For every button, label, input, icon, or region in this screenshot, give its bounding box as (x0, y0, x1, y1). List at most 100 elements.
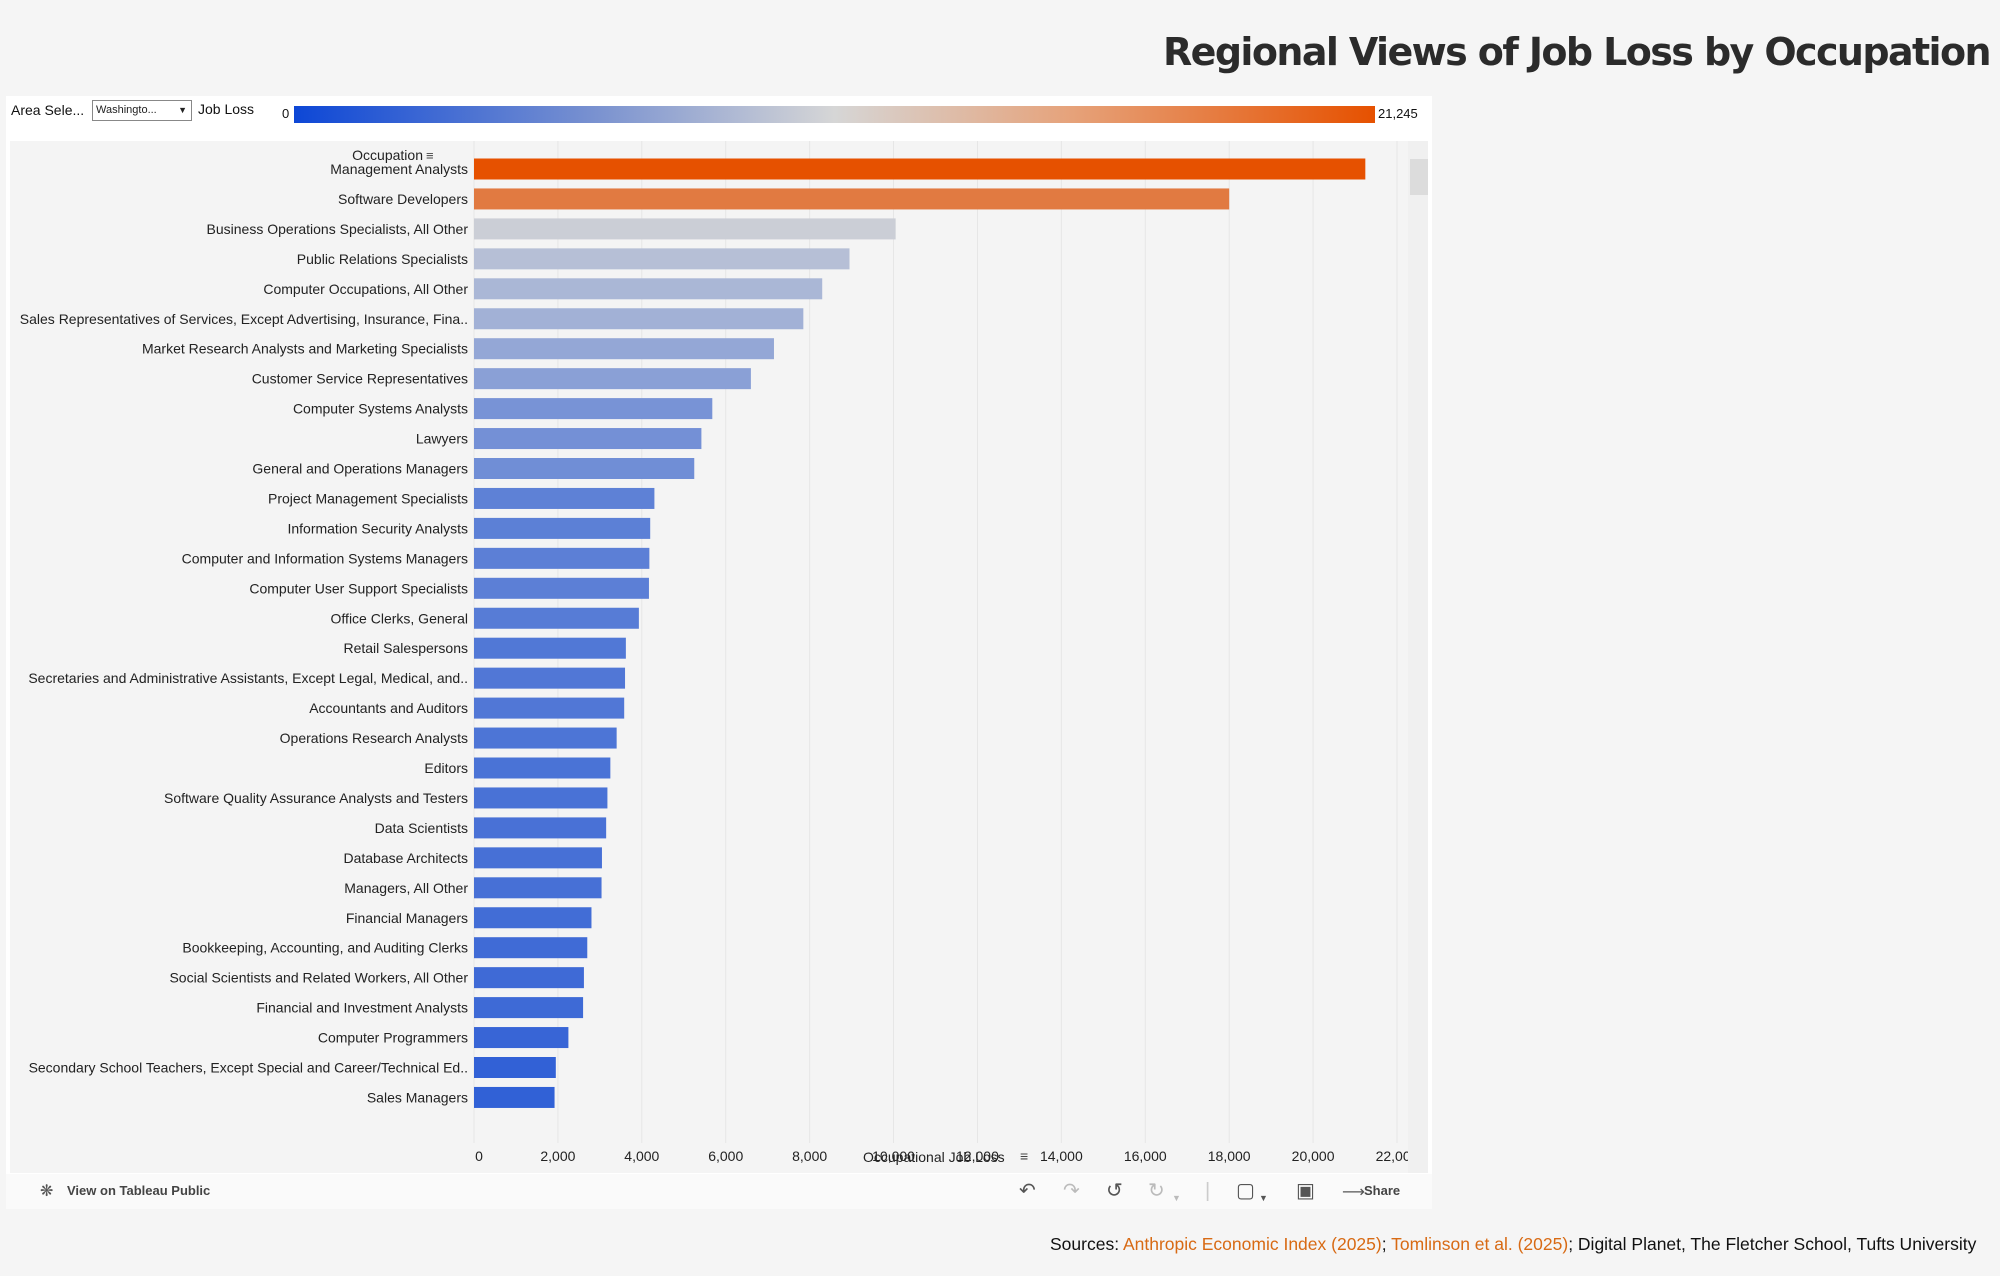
category-label: Financial and Investment Analysts (256, 1000, 468, 1016)
category-label: General and Operations Managers (252, 461, 468, 477)
bar (474, 547, 650, 569)
bar (474, 278, 823, 300)
category-label: Public Relations Specialists (297, 251, 468, 267)
bar (474, 218, 896, 240)
x-tick-label: 10,000 (872, 1148, 915, 1164)
x-tick-label: 4,000 (624, 1148, 659, 1164)
bar (474, 158, 1366, 180)
fullscreen-icon[interactable]: ▣ (1296, 1180, 1315, 1202)
category-label: Software Developers (338, 191, 468, 207)
bar (474, 817, 607, 839)
category-label: Operations Research Analysts (280, 730, 468, 746)
bar (474, 248, 850, 270)
category-label: Office Clerks, General (331, 610, 468, 626)
source-link-anthropic[interactable]: Anthropic Economic Index (2025) (1122, 1234, 1382, 1254)
sources-suffix: ; Digital Planet, The Fletcher School, T… (1568, 1234, 1977, 1254)
bar (474, 1027, 569, 1049)
bar (474, 428, 702, 450)
category-label: Sales Managers (367, 1089, 468, 1105)
category-label: Management Analysts (330, 161, 468, 177)
x-tick-label: 16,000 (1124, 1148, 1167, 1164)
undo-icon[interactable]: ↶ (1019, 1180, 1036, 1202)
area-filter-label: Area Sele... (11, 102, 85, 118)
page-title: Regional Views of Job Loss by Occupation (1163, 30, 1992, 74)
bar (474, 487, 655, 509)
category-label: Secretaries and Administrative Assistant… (28, 670, 468, 686)
bar (474, 368, 751, 390)
divider: | (1205, 1180, 1211, 1202)
category-label: Software Quality Assurance Analysts and … (164, 790, 468, 806)
sort-icon[interactable]: ≡ (1020, 1148, 1029, 1164)
bar (474, 1086, 555, 1108)
category-label: Sales Representatives of Services, Excep… (20, 311, 468, 327)
category-label: Financial Managers (346, 910, 468, 926)
view-on-tableau-link[interactable]: View on Tableau Public (67, 1183, 211, 1198)
x-tick-label: 22,000 (1376, 1148, 1410, 1164)
legend-max: 21,245 (1378, 106, 1418, 121)
share-icon[interactable]: ⟶ (1342, 1184, 1365, 1201)
category-label: Computer Systems Analysts (293, 401, 468, 417)
bar (474, 907, 592, 929)
area-select-value: Washingto... (96, 104, 157, 116)
bar (474, 997, 584, 1019)
area-select-dropdown[interactable]: Washingto... ▼ (92, 100, 192, 121)
legend-min: 0 (282, 106, 290, 121)
sort-icon: ≡ (426, 148, 434, 163)
chart-area: Occupation ≡ Management Analysts Software D… (10, 141, 1410, 1173)
category-label: Data Scientists (375, 820, 468, 836)
bar (474, 667, 626, 689)
bar (474, 517, 651, 539)
category-label: Managers, All Other (344, 880, 468, 896)
bar (474, 967, 584, 989)
x-tick-label: 20,000 (1292, 1148, 1335, 1164)
x-tick-label: 2,000 (540, 1148, 575, 1164)
category-label: Business Operations Specialists, All Oth… (207, 221, 469, 237)
category-label: Computer and Information Systems Manager… (182, 550, 468, 566)
category-label: Retail Salespersons (343, 640, 468, 656)
bar (474, 398, 713, 420)
bar (474, 727, 617, 749)
revert-icon[interactable]: ↺ (1106, 1180, 1123, 1202)
category-label: Lawyers (416, 431, 468, 447)
chevron-down-icon: ▼ (178, 105, 187, 115)
category-label: Information Security Analysts (287, 520, 468, 536)
color-legend-gradient (294, 106, 1375, 123)
category-label: Accountants and Auditors (309, 700, 468, 716)
sources-separator: ; (1381, 1234, 1392, 1254)
bar (474, 338, 774, 360)
bar (474, 937, 588, 959)
category-label: Customer Service Representatives (252, 371, 468, 387)
category-label: Database Architects (343, 850, 468, 866)
bar (474, 188, 1230, 210)
bar (474, 1057, 556, 1078)
category-label: Market Research Analysts and Marketing S… (142, 341, 468, 357)
scrollbar-track[interactable] (1408, 141, 1428, 1173)
bar (474, 757, 611, 779)
chevron-down-icon[interactable]: ▼ (1172, 1193, 1181, 1203)
category-label: Project Management Specialists (268, 490, 468, 506)
scrollbar-thumb[interactable] (1410, 159, 1428, 195)
y-axis-title: Occupation (352, 147, 423, 163)
bar (474, 877, 602, 899)
pause-icon[interactable]: ↻ (1148, 1180, 1165, 1202)
x-axis-title: Occupational Job Loss (863, 1149, 1005, 1165)
chevron-down-icon[interactable]: ▼ (1259, 1193, 1268, 1203)
category-label: Computer Programmers (318, 1030, 468, 1046)
redo-icon[interactable]: ↷ (1063, 1180, 1080, 1202)
category-label: Editors (424, 760, 468, 776)
bar (474, 458, 695, 479)
x-tick-label: 14,000 (1040, 1148, 1083, 1164)
x-tick-label: 6,000 (708, 1148, 743, 1164)
download-icon[interactable]: ▢ (1236, 1180, 1255, 1202)
share-button[interactable]: Share (1364, 1183, 1401, 1198)
viz-toolbar: ❋ View on Tableau Public ↶ ↷ ↺ ↻ ▼ | ▢ ▼… (6, 1174, 1432, 1209)
bar (474, 308, 804, 330)
bar (474, 697, 625, 719)
category-label: Bookkeeping, Accounting, and Auditing Cl… (182, 940, 468, 956)
source-link-tomlinson[interactable]: Tomlinson et al. (2025) (1391, 1234, 1569, 1254)
bar (474, 847, 602, 869)
x-tick-label: 18,000 (1208, 1148, 1251, 1164)
legend-label: Job Loss (198, 101, 255, 117)
bar (474, 607, 639, 629)
x-tick-label: 12,000 (956, 1148, 999, 1164)
